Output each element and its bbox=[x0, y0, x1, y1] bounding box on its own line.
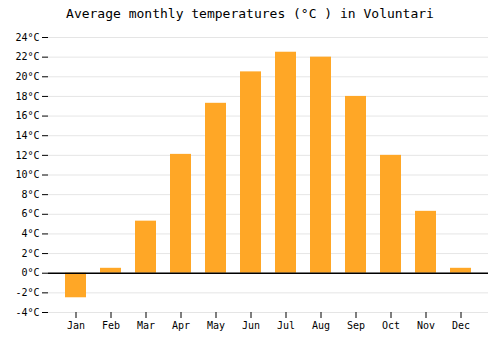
svg-text:0°C: 0°C bbox=[21, 267, 39, 278]
svg-text:24°C: 24°C bbox=[15, 32, 39, 43]
svg-text:6°C: 6°C bbox=[21, 208, 39, 219]
svg-text:8°C: 8°C bbox=[21, 189, 39, 200]
svg-text:2°C: 2°C bbox=[21, 248, 39, 259]
svg-text:12°C: 12°C bbox=[15, 150, 39, 161]
svg-text:4°C: 4°C bbox=[21, 228, 39, 239]
svg-text:Apr: Apr bbox=[172, 320, 190, 331]
svg-text:-2°C: -2°C bbox=[15, 287, 39, 298]
svg-text:Mar: Mar bbox=[137, 320, 155, 331]
svg-text:Dec: Dec bbox=[452, 320, 470, 331]
svg-text:May: May bbox=[207, 320, 225, 331]
svg-text:Aug: Aug bbox=[312, 320, 330, 331]
svg-text:22°C: 22°C bbox=[15, 51, 39, 62]
svg-text:Nov: Nov bbox=[417, 320, 435, 331]
svg-text:10°C: 10°C bbox=[15, 169, 39, 180]
svg-text:Jun: Jun bbox=[242, 320, 260, 331]
svg-text:20°C: 20°C bbox=[15, 71, 39, 82]
svg-text:Oct: Oct bbox=[382, 320, 400, 331]
svg-text:16°C: 16°C bbox=[15, 110, 39, 121]
svg-text:Jan: Jan bbox=[67, 320, 85, 331]
svg-text:Jul: Jul bbox=[277, 320, 295, 331]
svg-text:18°C: 18°C bbox=[15, 91, 39, 102]
svg-text:-4°C: -4°C bbox=[15, 307, 39, 318]
svg-text:14°C: 14°C bbox=[15, 130, 39, 141]
html-text:Average monthly temperatures (: Average monthly temperatures (°C ) in Vo… bbox=[66, 6, 434, 21]
svg-text:Feb: Feb bbox=[102, 320, 120, 331]
svg-text:Sep: Sep bbox=[347, 320, 365, 331]
